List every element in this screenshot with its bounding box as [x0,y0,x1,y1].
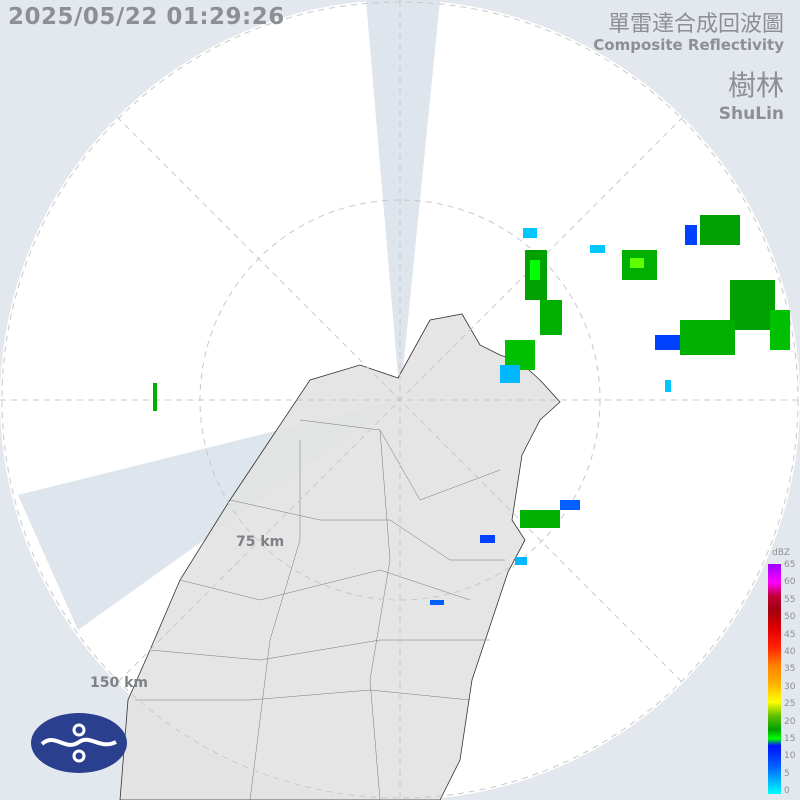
legend-tick: 15 [784,734,796,744]
legend-tick: 65 [784,560,796,570]
legend-tick: 0 [784,786,790,797]
range-label-150: 150 km [90,675,148,691]
station-name-zh: 樹林 [727,69,784,102]
product-title-zh: 單雷達合成回波圖 [607,12,784,37]
legend-tick: 45 [784,629,796,640]
legend-tick: 20 [784,716,796,727]
station-name-en: ShuLin [718,104,784,124]
legend-tick: 40 [784,647,796,657]
legend-tick: 25 [784,699,796,710]
legend-unit: dBZ [772,548,791,558]
timestamp: 2025/05/22 01:29:26 [8,4,285,30]
dbz-legend: dBZ 65 60 55 50 45 40 35 30 25 20 15 10 5 0 [768,548,800,796]
range-label-75: 75 km [236,534,285,550]
blocked-sector-north [366,0,440,400]
legend-tick: 55 [784,594,796,605]
radar-echoes [153,215,790,605]
product-title-en: Composite Reflectivity [593,36,784,54]
district-boundaries [135,419,505,800]
legend-tick: 5 [784,768,790,779]
legend-tick: 10 [784,751,796,762]
legend-color-bar [768,564,781,794]
legend-tick: 60 [784,577,796,588]
taiwan-land [119,313,561,800]
legend-tick: 30 [784,681,796,692]
title-block: 單雷達合成回波圖 Composite Reflectivity 樹林 ShuLi… [593,6,784,124]
cwa-logo-icon [31,713,127,773]
legend-tick: 35 [784,664,796,675]
legend-tick: 50 [784,612,796,623]
